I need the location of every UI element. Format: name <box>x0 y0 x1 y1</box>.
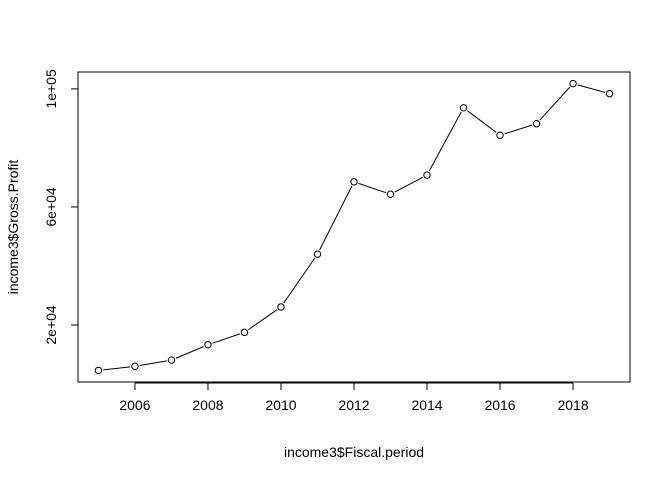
x-tick-label: 2016 <box>484 397 515 413</box>
data-point <box>605 89 614 98</box>
x-tick-label: 2018 <box>557 397 588 413</box>
series-line-segment <box>539 86 571 121</box>
x-tick-label: 2014 <box>411 397 442 413</box>
series-line-segment <box>358 182 387 194</box>
y-axis-title: income3$Gross.Profit <box>5 160 21 295</box>
y-axis: 2e+04 6e+04 1e+05 <box>43 69 79 345</box>
y-tick-label: 6e+04 <box>43 187 59 227</box>
y-tick-label: 2e+04 <box>43 305 59 345</box>
x-axis-title: income3$Fiscal.period <box>284 444 424 460</box>
series-line-segment <box>467 110 497 133</box>
x-tick-label: 2012 <box>338 397 369 413</box>
data-point <box>496 131 504 139</box>
series-line-segment <box>103 366 131 371</box>
series-line-segment <box>504 124 533 135</box>
data-point <box>386 190 395 198</box>
data-point <box>167 356 176 364</box>
data-point <box>240 328 249 337</box>
series-line-segment <box>175 346 204 359</box>
series-line-segment <box>283 257 316 304</box>
x-tick-label: 2010 <box>265 397 296 413</box>
data-point <box>532 120 541 128</box>
data-point <box>569 79 577 88</box>
data-point <box>277 303 285 311</box>
series-line-segment <box>212 333 241 344</box>
x-axis: 2006 2008 2010 2012 2014 2016 2018 <box>119 382 589 413</box>
series-line-segment <box>394 176 423 193</box>
x-tick-label: 2006 <box>119 397 150 413</box>
series-line-segment <box>139 360 167 366</box>
series-line-segment <box>577 84 606 93</box>
series-line-segment <box>428 111 462 172</box>
data-point <box>313 250 322 258</box>
series-line-segment <box>248 309 278 331</box>
data-point <box>350 178 358 186</box>
data-point <box>94 366 103 375</box>
data-point <box>423 171 431 179</box>
series-line-segment <box>319 185 353 251</box>
plot-box <box>77 71 631 383</box>
data-point <box>204 341 212 349</box>
y-tick-label: 1e+05 <box>43 69 59 109</box>
x-tick-label: 2008 <box>192 397 223 413</box>
data-series <box>94 79 614 375</box>
data-point <box>131 362 139 370</box>
data-point <box>459 104 468 112</box>
